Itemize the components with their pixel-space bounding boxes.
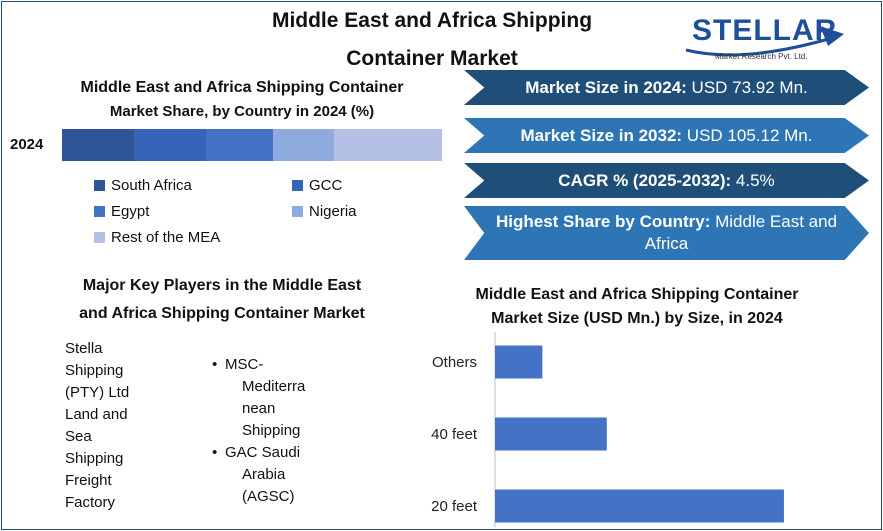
share-segment-gcc (134, 129, 207, 161)
player-text-line: Shipping (242, 422, 301, 439)
player-bullet-item: • GAC Saudi Arabia (AGSC) (212, 442, 332, 508)
bullet-icon: • (212, 444, 218, 461)
legend-swatch (94, 232, 105, 243)
legend-label: Egypt (111, 203, 150, 220)
players-column-1: Stella Shipping (PTY) Ltd Land and Sea Shippi… (65, 338, 145, 514)
player-text-line: Arabia (242, 466, 286, 483)
metric-value: USD 105.12 Mn. (682, 125, 813, 145)
metric-label: Market Size in 2024: (525, 77, 687, 97)
players-title: Major Key Players in the Middle East and… (27, 272, 417, 328)
metric-value: USD 73.92 Mn. (686, 77, 808, 97)
metric-label: Highest Share by Country: (495, 212, 711, 231)
share-chart-title-line2: Market Share, by Country in 2024 (%) (109, 103, 375, 120)
player-text-line: Stella (65, 340, 103, 357)
legend-swatch (292, 206, 303, 217)
legend-swatch (94, 180, 105, 191)
metric-market-size-2032: Market Size in 2032: USD 105.12 Mn. (464, 118, 869, 153)
player-text-line: Shipping (65, 450, 124, 467)
player-text-line: MSC- (225, 356, 264, 373)
page-title-line2: Container Market (346, 47, 518, 70)
logo-wordmark: STELLAR (692, 14, 838, 47)
player-text-line: Sea (65, 428, 92, 445)
share-stacked-bar (62, 129, 442, 161)
metric-value: Middle East and Africa (644, 212, 838, 253)
player-text-line: (PTY) Ltd (65, 384, 130, 401)
page-title-line1: Middle East and Africa Shipping (271, 9, 593, 32)
player-text-line: Shipping (65, 362, 124, 379)
share-year-label: 2024 (10, 136, 44, 153)
share-segment-nigeria (272, 129, 334, 161)
page-title: Middle East and Africa Shipping Containe… (202, 2, 662, 78)
stellar-logo: STELLAR Market Research Pvt. Ltd. (682, 12, 882, 62)
share-segment-egypt (206, 129, 273, 161)
legend-item: Rest of the MEA (94, 229, 220, 246)
metric-highest-share: Highest Share by Country: Middle East an… (464, 206, 869, 260)
players-column-2: • MSC- Mediterra nean Shipping • GAC Saudi Arab… (212, 354, 332, 508)
legend-label: Rest of the MEA (111, 229, 221, 246)
size-bar-others (495, 345, 543, 379)
size-bar-20-feet (495, 489, 784, 523)
player-text-line: Mediterra (242, 378, 306, 395)
legend-label: GCC (309, 177, 343, 194)
size-chart-title-line2: Market Size (USD Mn.) by Size, in 2024 (491, 310, 783, 327)
legend-item: GCC (292, 177, 342, 194)
bullet-icon: • (212, 356, 218, 373)
size-chart-title: Middle East and Africa Shipping Containe… (442, 283, 832, 331)
legend-swatch (94, 206, 105, 217)
player-text-line: (AGSC) (242, 488, 295, 505)
logo-tagline: Market Research Pvt. Ltd. (715, 52, 808, 61)
size-category-label: 40 feet (431, 426, 478, 443)
share-segment-south-africa (62, 129, 135, 161)
metric-cagr: CAGR % (2025-2032): 4.5% (464, 163, 869, 198)
player-bullet-item: • MSC- Mediterra nean Shipping (212, 354, 332, 442)
size-category-label: Others (432, 354, 477, 371)
share-segment-rest-of-the-mea (333, 129, 442, 161)
player-text-line: Land and (65, 406, 128, 423)
metric-label: CAGR % (2025-2032): (558, 170, 732, 190)
legend-item: Nigeria (292, 203, 357, 220)
metric-label: Market Size in 2032: (520, 125, 683, 145)
share-chart-title-line1: Middle East and Africa Shipping Containe… (80, 79, 404, 96)
metric-value: 4.5% (731, 170, 775, 190)
players-title-line1: Major Key Players in the Middle East (82, 277, 362, 294)
metric-market-size-2024: Market Size in 2024: USD 73.92 Mn. (464, 70, 869, 105)
legend-swatch (292, 180, 303, 191)
players-title-line2: and Africa Shipping Container Market (79, 305, 365, 322)
legend-label: South Africa (111, 177, 192, 194)
size-bar-chart: Others 40 feet 20 feet (431, 332, 784, 527)
player-text-line: nean (242, 400, 276, 417)
player-text-line: Factory (65, 494, 116, 511)
size-bar-40-feet (495, 417, 607, 451)
size-chart-title-line1: Middle East and Africa Shipping Containe… (475, 286, 799, 303)
legend-item: South Africa (94, 177, 192, 194)
legend-item: Egypt (94, 203, 149, 220)
share-chart-title: Middle East and Africa Shipping Containe… (42, 76, 442, 124)
logo-swoosh-icon (685, 26, 844, 57)
size-category-label: 20 feet (431, 498, 478, 515)
player-text-line: Freight (65, 472, 112, 489)
player-text-line: GAC Saudi (225, 444, 301, 461)
legend-label: Nigeria (309, 203, 357, 220)
